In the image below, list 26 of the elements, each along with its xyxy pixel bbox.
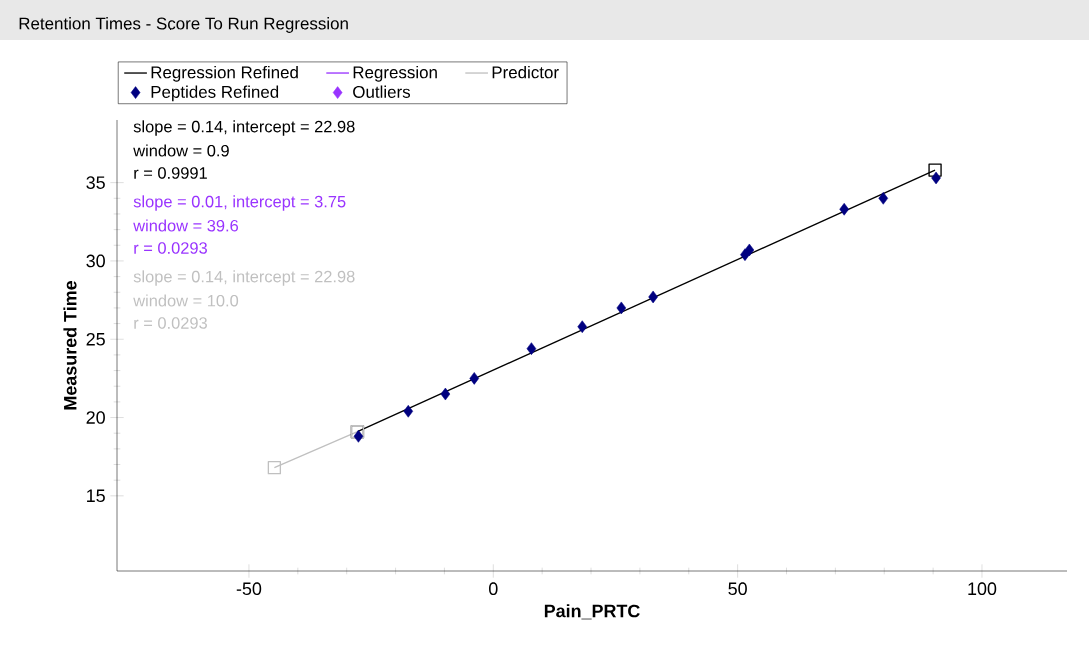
annotation: window = 39.6 — [133, 219, 239, 232]
x-tick-label: 50 — [728, 582, 747, 596]
y-tick-label: 30 — [86, 254, 105, 268]
y-tick-label: 35 — [86, 176, 105, 189]
annotation: window = 0.9 — [133, 144, 229, 157]
legend-label: Predictor — [492, 65, 559, 79]
x-tick-label: 100 — [968, 582, 997, 596]
legend-label: Regression — [353, 65, 437, 82]
x-tick-label: -50 — [236, 582, 262, 596]
legend-label: Regression Refined — [151, 65, 298, 82]
annotation: r = 0.0293 — [134, 242, 207, 254]
x-axis-title: Pain_PRTC — [544, 604, 640, 620]
annotation: r = 0.0293 — [134, 317, 207, 329]
x-tick-label: 0 — [489, 582, 498, 596]
chart-title: Retention Times - Score To Run Regression — [19, 17, 348, 33]
y-tick-label: 25 — [86, 332, 105, 346]
legend-label: Outliers — [353, 85, 411, 98]
y-tick-label: 20 — [86, 411, 105, 424]
annotation: r = 0.9991 — [134, 167, 207, 179]
annotation: slope = 0.14, intercept = 22.98 — [133, 120, 355, 136]
y-tick-label: 15 — [87, 489, 105, 503]
y-axis-title: Measured Time — [63, 281, 77, 410]
annotation: slope = 0.14, intercept = 22.98 — [133, 270, 355, 286]
annotation: window = 10.0 — [133, 294, 239, 307]
annotation: slope = 0.01, intercept = 3.75 — [133, 195, 346, 211]
legend-label: Peptides Refined — [151, 85, 279, 102]
